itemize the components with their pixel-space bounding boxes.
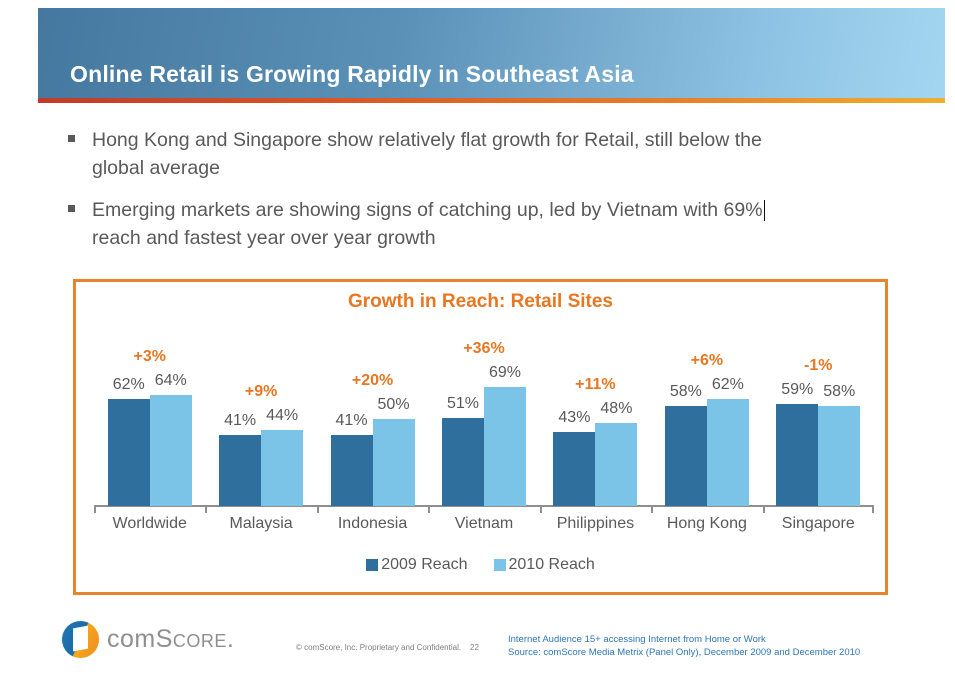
category-label: Worldwide [112, 515, 187, 532]
value-label-2010: 69% [488, 364, 521, 381]
x-axis-tick [651, 505, 654, 513]
bar-2010-hong-kong [706, 399, 749, 506]
growth-label: +6% [690, 352, 724, 369]
chart-group-malaysia: 41% 44% +9% Malaysia [205, 282, 316, 532]
source-line-2: Source: comScore Media Metrix (Panel Onl… [508, 646, 861, 658]
bar-2009-vietnam [441, 418, 484, 506]
bullet-item-1: Hong Kong and Singapore show relatively … [68, 126, 762, 182]
chart-legend: 2009 Reach 2010 Reach [76, 556, 885, 574]
source-note: Internet Audience 15+ accessing Internet… [508, 634, 860, 659]
header-banner: Online Retail is Growing Rapidly in Sout… [38, 8, 945, 98]
category-label: Vietnam [454, 515, 514, 532]
value-label-2009: 59% [781, 381, 814, 398]
category-label: Singapore [781, 515, 855, 532]
value-label-2009: 41% [224, 412, 257, 429]
chart-group-vietnam: 51% 69% +36% Vietnam [428, 282, 539, 532]
comscore-logo-icon [62, 621, 99, 658]
logo-suffix: Score. [155, 625, 235, 653]
bar-2009-hong-kong [664, 406, 707, 506]
bar-2010-worldwide [149, 395, 192, 506]
x-axis-tick [539, 505, 542, 513]
x-axis-line [94, 505, 874, 507]
value-label-2010: 50% [377, 396, 410, 413]
growth-label: +3% [133, 348, 166, 365]
growth-label: +20% [351, 372, 394, 389]
bar-2010-philippines [595, 423, 638, 506]
page-number: 22 [470, 643, 479, 652]
logo-prefix: com [107, 625, 156, 653]
chart-group-philippines: 43% 48% +11% Philippines [540, 282, 651, 532]
value-label-2009: 41% [335, 412, 368, 429]
legend-item-2009: 2009 Reach [366, 556, 468, 574]
value-label-2009: 51% [446, 395, 479, 412]
value-label-2009: 58% [669, 383, 702, 400]
copyright-text: © comScore, Inc. Proprietary and Confide… [296, 643, 462, 652]
category-label: Malaysia [229, 515, 293, 532]
bar-2009-worldwide [107, 399, 150, 506]
bullet-marker-icon [68, 135, 75, 142]
category-label: Philippines [556, 515, 635, 532]
bullet-1-line-1: Hong Kong and Singapore show relatively … [92, 129, 762, 151]
bar-2010-vietnam [483, 387, 526, 506]
value-label-2009: 43% [558, 409, 591, 426]
chart-group-hong-kong: 58% 62% +6% Hong Kong [651, 282, 762, 532]
header-accent-bar [38, 98, 945, 103]
chart-container: Growth in Reach: Retail Sites 62% 64% +3% W… [73, 279, 888, 595]
chart-group-singapore: 59% 58% -1% Singapore [763, 282, 874, 532]
growth-label: +11% [575, 376, 616, 393]
category-label: Hong Kong [666, 515, 747, 532]
chart-title: Growth in Reach: Retail Sites [348, 291, 613, 312]
value-label-2010: 58% [823, 383, 856, 400]
bar-2009-singapore [776, 404, 819, 506]
x-axis-tick [316, 505, 319, 513]
x-axis-tick [428, 505, 431, 513]
legend-swatch-2009 [366, 559, 379, 571]
slide-title: Online Retail is Growing Rapidly in Sout… [70, 61, 634, 87]
value-label-2010: 62% [711, 376, 744, 393]
chart-group-worldwide: 62% 64% +3% Worldwide [94, 282, 205, 532]
x-axis-tick [762, 505, 765, 513]
x-axis-tick [872, 505, 874, 513]
chart-plot-area: 62% 64% +3% Worldwide 41% 44% +9% Malaysia 41% 50… [94, 282, 874, 532]
bullet-1-line-2: global average [92, 157, 220, 179]
bullet-2-line-1-text: Emerging markets are showing signs of ca… [92, 199, 763, 221]
growth-label: -1% [804, 357, 833, 374]
legend-label-2010: 2010 Reach [508, 556, 595, 573]
chart-group-indonesia: 41% 50% +20% Indonesia [317, 282, 428, 532]
comscore-logo: comScore. [62, 621, 234, 658]
legend-swatch-2010 [493, 559, 506, 571]
bar-2010-malaysia [261, 430, 304, 506]
source-line-1: Internet Audience 15+ accessing Internet… [508, 634, 766, 645]
x-axis-tick [205, 505, 208, 513]
bullet-item-2: Emerging markets are showing signs of ca… [68, 196, 766, 252]
value-label-2010: 44% [266, 407, 299, 424]
value-label-2009: 62% [112, 376, 145, 393]
legend-item-2010: 2010 Reach [493, 556, 595, 574]
legend-label-2009: 2009 Reach [381, 556, 468, 573]
bullet-2-line-1: Emerging markets are showing signs of ca… [92, 196, 766, 224]
category-label: Indonesia [337, 515, 408, 532]
comscore-logo-wordmark: comScore. [107, 625, 234, 654]
bullet-marker-icon [68, 205, 75, 212]
bar-2009-indonesia [330, 435, 373, 506]
growth-label: +9% [244, 383, 278, 400]
bar-2009-malaysia [219, 435, 262, 506]
x-axis-tick [94, 505, 96, 513]
text-cursor [763, 200, 766, 221]
bar-2010-indonesia [372, 419, 415, 506]
bar-2009-philippines [553, 432, 596, 506]
value-label-2010: 48% [600, 400, 633, 417]
value-label-2010: 64% [154, 372, 187, 389]
bullet-2-line-2: reach and fastest year over year growth [92, 227, 436, 249]
bar-2010-singapore [818, 406, 861, 506]
growth-label: +36% [463, 340, 505, 357]
